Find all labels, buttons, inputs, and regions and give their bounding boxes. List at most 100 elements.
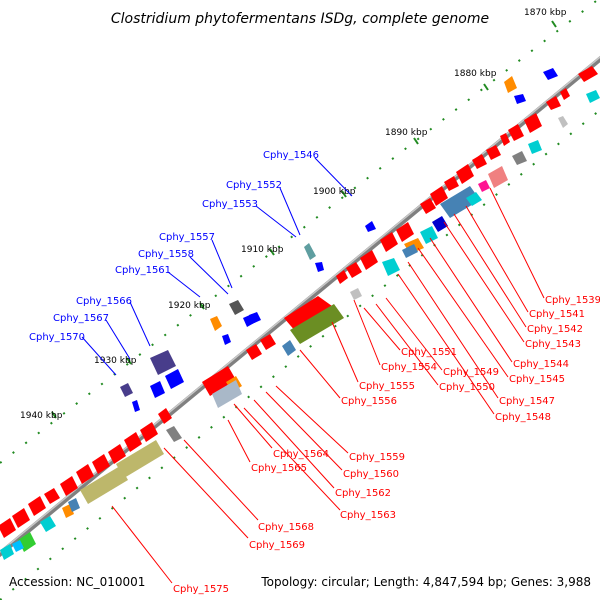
leader-line — [397, 273, 495, 415]
tick-mark — [269, 248, 275, 256]
gene-label: Cphy_1549 — [443, 367, 499, 378]
gene-feature — [500, 133, 510, 146]
leader-line — [314, 157, 353, 197]
leader-line — [299, 349, 341, 399]
kbp-label: 1880 kbp — [454, 69, 497, 79]
leader-line — [111, 505, 173, 584]
genome-summary-text: Topology: circular; Length: 4,847,594 bp… — [260, 575, 591, 589]
gene-feature — [420, 198, 436, 214]
gene-label: Cphy_1541 — [529, 309, 585, 320]
gene-feature — [586, 90, 600, 103]
gene-feature — [12, 540, 24, 552]
gene-feature — [282, 340, 296, 356]
gene-feature — [80, 466, 128, 504]
gene-feature — [212, 380, 242, 408]
gene-feature — [0, 544, 14, 560]
gene-feature — [514, 94, 526, 104]
gene-feature — [68, 498, 80, 512]
gene-label: Cphy_1545 — [509, 374, 565, 385]
gene-feature — [504, 76, 517, 93]
inner-ruler-dotted-line — [0, 109, 600, 600]
gene-feature — [166, 426, 182, 442]
gene-label: Cphy_1560 — [343, 469, 399, 480]
gene-feature — [420, 226, 438, 244]
gene-feature — [444, 176, 459, 191]
kbp-label: 1910 kbp — [241, 245, 284, 255]
gene-feature — [508, 124, 524, 141]
gene-feature — [249, 312, 261, 324]
gene-feature — [360, 250, 378, 270]
gene-label: Cphy_1547 — [499, 396, 555, 407]
gene-feature — [108, 444, 126, 464]
gene-feature — [132, 400, 140, 412]
tick-mark — [199, 302, 205, 310]
gene-feature — [76, 464, 94, 484]
gene-label: Cphy_1553 — [202, 199, 258, 210]
gene-label: Cphy_1552 — [226, 180, 282, 191]
leader-line — [105, 319, 131, 360]
gene-label: Cphy_1569 — [249, 540, 305, 551]
gene-feature — [92, 454, 110, 474]
leader-line — [167, 271, 201, 298]
gene-feature — [210, 316, 222, 331]
gene-feature — [478, 180, 490, 192]
leader-line — [489, 187, 545, 299]
gene-feature — [140, 422, 158, 442]
gene-feature — [543, 68, 558, 80]
gene-feature — [472, 154, 487, 169]
gene-label: Cphy_1551 — [401, 347, 457, 358]
accession-text: Accession: NC_010001 — [9, 575, 145, 589]
outer-ruler — [0, 0, 600, 464]
leader-line — [211, 239, 233, 289]
tick-mark — [341, 190, 347, 198]
kbp-label: 1940 kbp — [20, 411, 63, 421]
leader-line — [279, 187, 301, 236]
gene-feature — [246, 344, 262, 360]
gene-feature — [350, 288, 362, 300]
leader-line — [407, 261, 499, 399]
leader-line — [183, 439, 259, 521]
gene-label: Cphy_1554 — [381, 362, 437, 373]
gene-label: Cphy_1564 — [273, 449, 329, 460]
gene-feature — [229, 300, 244, 315]
gene-feature — [284, 296, 332, 332]
ruler-dotted-line — [0, 0, 600, 464]
leader-line — [233, 403, 273, 449]
gene-feature — [524, 113, 542, 133]
leader-line — [417, 247, 509, 378]
gene-label: Cphy_1550 — [439, 382, 495, 393]
kbp-ticks: 1870 kbp 1880 kbp 1890 kbp 1900 kbp 1910… — [20, 8, 567, 421]
gene-feature — [528, 140, 542, 154]
gene-feature — [315, 262, 324, 272]
gene-feature — [222, 334, 231, 345]
leader-line — [81, 336, 117, 376]
gene-feature — [116, 440, 164, 478]
gene-label: Cphy_1568 — [258, 522, 314, 533]
leader-line — [353, 299, 381, 366]
leader-line — [129, 301, 151, 347]
leader-line — [363, 307, 401, 351]
gene-feature — [558, 116, 568, 128]
gene-label: Cphy_1546 — [263, 150, 319, 161]
gene-feature — [466, 192, 482, 206]
gene-feature — [165, 369, 184, 389]
gene-label: Cphy_1563 — [340, 510, 396, 521]
gene-feature — [440, 186, 480, 218]
kbp-label: 1870 kbp — [524, 8, 567, 18]
tick-mark — [483, 83, 489, 91]
gene-feature — [158, 408, 172, 424]
gene-feature — [578, 66, 598, 82]
gene-feature — [44, 488, 60, 504]
gene-label: Cphy_1539 — [545, 295, 600, 306]
leader-line — [243, 407, 341, 511]
tick-mark — [551, 20, 557, 28]
gene-feature — [432, 216, 448, 232]
gene-feature — [380, 232, 398, 252]
gene-feature — [488, 166, 508, 188]
gene-label: Cphy_1555 — [359, 381, 415, 392]
gene-label: Cphy_1557 — [159, 232, 215, 243]
leader-line — [255, 205, 297, 238]
gene-feature — [12, 508, 30, 528]
gene-label: Cphy_1567 — [53, 313, 109, 324]
gene-label: Cphy_1548 — [495, 412, 551, 423]
